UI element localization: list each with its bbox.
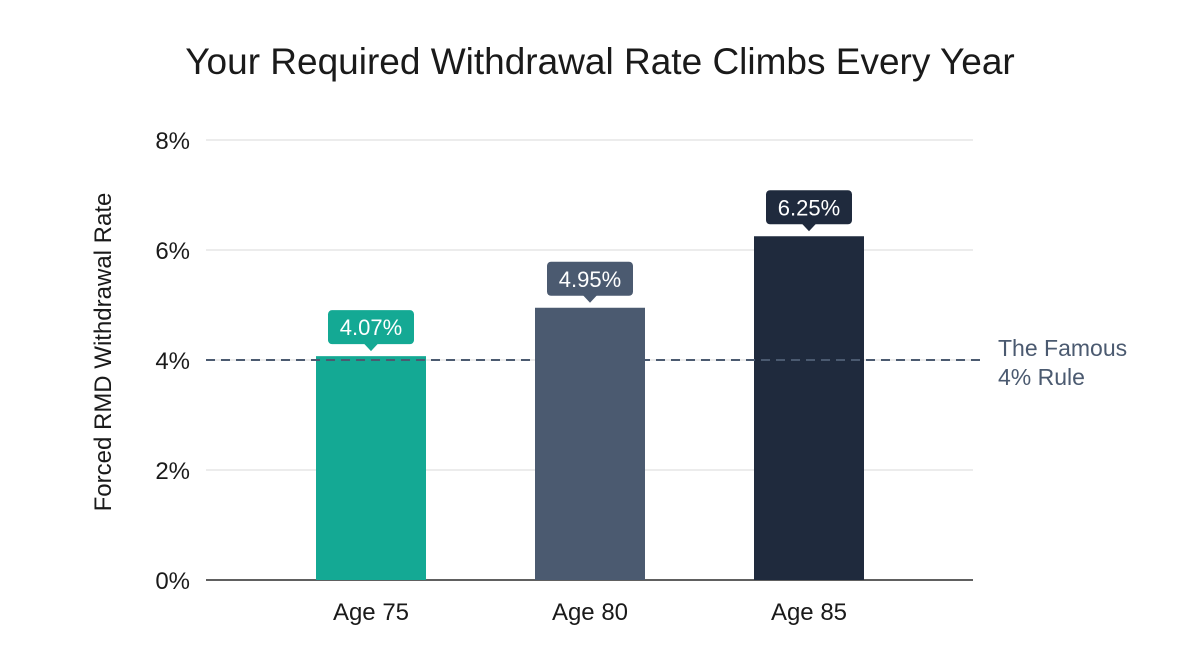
data-label-pointer	[583, 295, 597, 303]
bar	[754, 236, 864, 580]
data-label: 6.25%	[778, 195, 840, 220]
reference-line-label: The Famous	[998, 335, 1127, 361]
x-tick-label: Age 85	[771, 599, 847, 626]
data-label-box	[328, 310, 414, 345]
data-label-box	[766, 190, 852, 225]
data-label-pointer	[802, 223, 816, 232]
data-label-callout: 4.07%	[328, 310, 414, 352]
data-label-callout: 6.25%	[766, 190, 852, 232]
bars	[316, 236, 864, 580]
y-axis-label: Forced RMD Withdrawal Rate	[90, 193, 117, 512]
y-tick-label: 8%	[155, 128, 190, 155]
x-axis-ticks: Age 75 Age 80 Age 85	[333, 599, 847, 626]
x-tick-label: Age 80	[552, 599, 628, 626]
data-labels: 4.07% 4.95% 6.25%	[328, 190, 852, 352]
data-label: 4.95%	[559, 267, 621, 292]
data-label-pointer	[364, 343, 378, 352]
y-axis-ticks: 0% 2% 4% 6% 8%	[155, 128, 190, 595]
data-label-callout: 4.95%	[547, 261, 633, 303]
y-tick-label: 6%	[155, 238, 190, 265]
reference-line-group: The Famous 4% Rule	[206, 335, 1127, 390]
reference-line-label: 4% Rule	[998, 364, 1085, 390]
data-label: 4.07%	[340, 315, 402, 340]
y-tick-label: 4%	[155, 348, 190, 375]
x-tick-label: Age 75	[333, 599, 409, 626]
chart-title: Your Required Withdrawal Rate Climbs Eve…	[185, 41, 1014, 82]
bar	[316, 356, 426, 580]
y-tick-label: 2%	[155, 458, 190, 485]
y-tick-label: 0%	[155, 568, 190, 595]
data-label-box	[547, 261, 633, 296]
bar	[535, 307, 645, 580]
